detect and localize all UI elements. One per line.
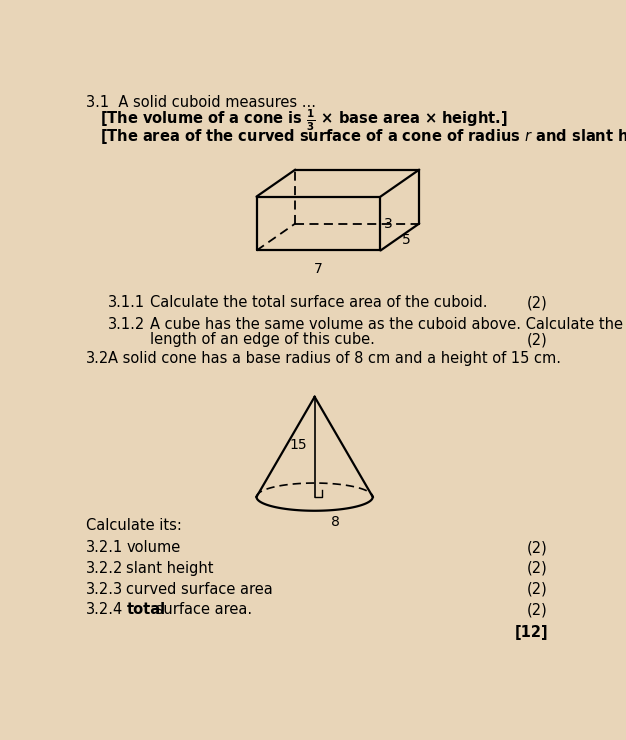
Text: 3.2: 3.2 (86, 351, 110, 366)
Text: (2): (2) (527, 332, 548, 347)
Text: total: total (126, 602, 165, 617)
Text: surface area.: surface area. (151, 602, 252, 617)
Text: Calculate the total surface area of the cuboid.: Calculate the total surface area of the … (150, 295, 488, 310)
Text: 3.2.4: 3.2.4 (86, 602, 123, 617)
Text: [The area of the curved surface of a cone of radius $\mathit{r}$ and slant heigh: [The area of the curved surface of a con… (100, 127, 626, 147)
Text: A solid cone has a base radius of 8 cm and a height of 15 cm.: A solid cone has a base radius of 8 cm a… (108, 351, 561, 366)
Text: Calculate its:: Calculate its: (86, 519, 182, 534)
Text: 3.1.1: 3.1.1 (108, 295, 145, 310)
Text: 3.1  A solid cuboid measures ...: 3.1 A solid cuboid measures ... (86, 95, 316, 110)
Text: (2): (2) (527, 582, 548, 596)
Text: length of an edge of this cube.: length of an edge of this cube. (150, 332, 375, 347)
Text: volume: volume (126, 540, 180, 555)
Text: [12]: [12] (515, 625, 548, 641)
Text: 7: 7 (314, 262, 323, 276)
Text: [The volume of a cone is $\mathbf{\frac{1}{3}}$ $\mathbf{\times}$ base area $\ma: [The volume of a cone is $\mathbf{\frac{… (100, 108, 508, 133)
Text: slant height: slant height (126, 561, 214, 576)
Text: 3: 3 (384, 217, 393, 231)
Text: 8: 8 (331, 514, 339, 528)
Text: (2): (2) (527, 602, 548, 617)
Text: (2): (2) (527, 295, 548, 310)
Text: 15: 15 (289, 438, 307, 452)
Text: (2): (2) (527, 540, 548, 555)
Text: 5: 5 (402, 233, 411, 247)
Text: curved surface area: curved surface area (126, 582, 273, 596)
Text: 3.2.2: 3.2.2 (86, 561, 123, 576)
Text: (2): (2) (527, 561, 548, 576)
Text: A cube has the same volume as the cuboid above. Calculate the: A cube has the same volume as the cuboid… (150, 317, 623, 332)
Text: 3.2.1: 3.2.1 (86, 540, 123, 555)
Text: 3.1.2: 3.1.2 (108, 317, 145, 332)
Text: 3.2.3: 3.2.3 (86, 582, 123, 596)
